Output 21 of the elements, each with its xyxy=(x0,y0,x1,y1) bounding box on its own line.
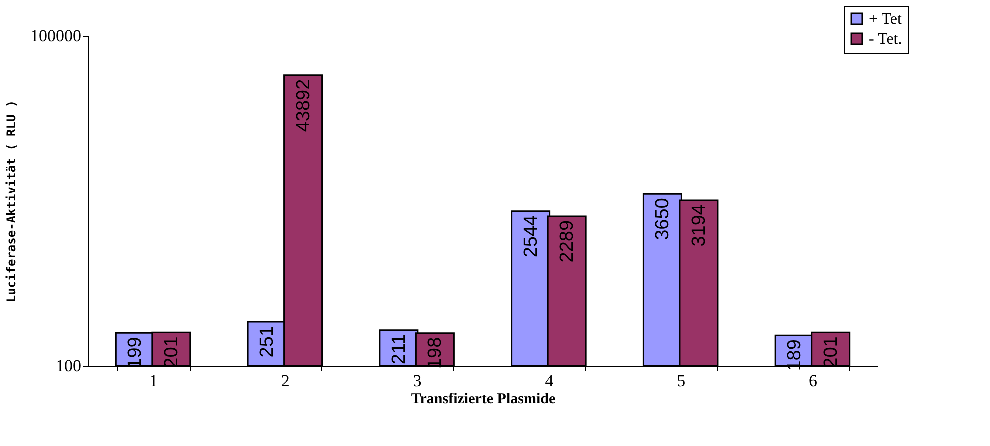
x-tick-label: 4 xyxy=(545,372,554,390)
x-tick-label: 2 xyxy=(281,372,290,390)
legend-label: + Tet xyxy=(869,11,902,28)
data-label: 2544 xyxy=(520,214,542,258)
x-tick-label: 1 xyxy=(150,372,158,390)
data-label: 3650 xyxy=(652,198,674,240)
data-label: 211 xyxy=(388,334,410,365)
data-label: 199 xyxy=(125,337,146,369)
y-tick-label: 100 xyxy=(56,356,82,376)
data-label: 43892 xyxy=(293,79,314,132)
x-axis-title: Transfizierte Plasmide xyxy=(411,392,556,408)
data-label: 3194 xyxy=(688,204,710,247)
data-label: 198 xyxy=(425,337,446,370)
x-tick-label: 6 xyxy=(808,372,818,390)
y-tick-label: 100000 xyxy=(30,26,82,46)
x-tick-label: 3 xyxy=(413,372,422,390)
x-tick-label: 5 xyxy=(677,372,686,390)
y-axis-title: Luciferase-Aktivität ( RLU ) xyxy=(4,100,18,303)
legend-label: - Tet. xyxy=(869,31,902,48)
data-label: 251 xyxy=(257,326,278,358)
data-label: 2289 xyxy=(557,220,578,263)
